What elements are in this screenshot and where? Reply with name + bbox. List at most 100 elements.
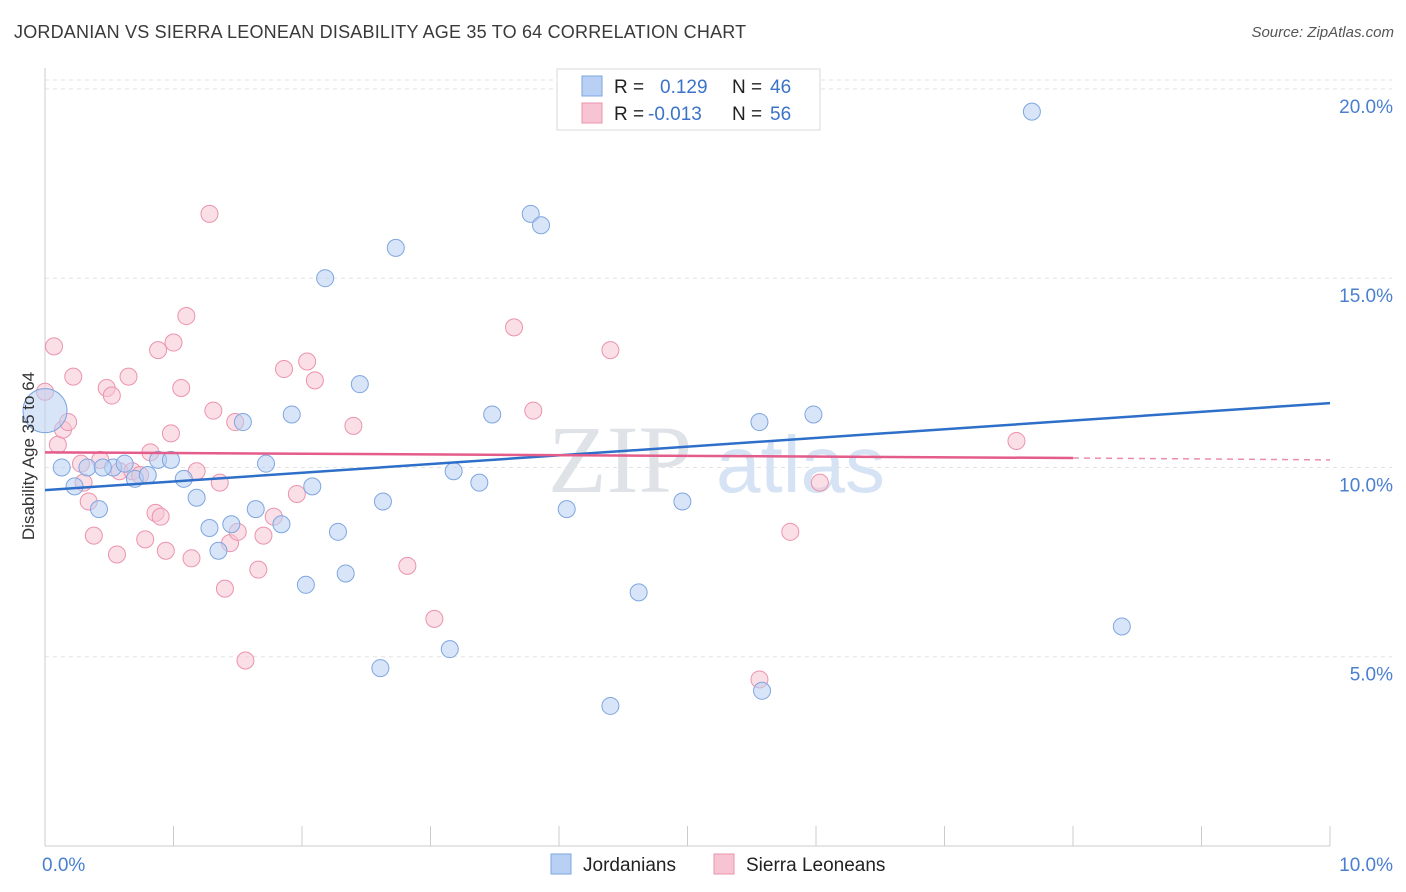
legend-n-label-blue: N = (732, 77, 762, 98)
jordanians-point-1 (52, 458, 71, 477)
bottom-legend-pink-swatch (713, 853, 735, 875)
x-tick-label-0: 0.0% (42, 855, 85, 876)
jordanians-point-36 (557, 500, 576, 519)
legend-n-label-pink: N = (732, 104, 762, 125)
jordanians-point-43 (1022, 102, 1041, 121)
sierra-leoneans-point-38 (249, 560, 268, 579)
sierra-leoneans-point-15 (119, 367, 138, 386)
watermark-atlas: atlas (716, 420, 885, 509)
jordanians-point-13 (200, 519, 219, 538)
sierra-leoneans-point-12 (102, 386, 121, 405)
jordanians-point-41 (753, 681, 772, 700)
bottom-legend-blue-swatch (550, 853, 572, 875)
sierra-leoneans-point-32 (210, 473, 229, 492)
legend-blue-swatch (581, 75, 603, 97)
jordanians-point-22 (303, 477, 322, 496)
jordanians-point-39 (673, 492, 692, 511)
jordanians-point-34 (521, 204, 540, 223)
sierra-leoneans-trend-line (44, 451, 1074, 460)
y-tick-label-2: 15.0% (1339, 286, 1393, 307)
jordanians-point-12 (187, 488, 206, 507)
sierra-leoneans-point-31 (204, 401, 223, 420)
sierra-leoneans-point-2 (48, 435, 67, 454)
sierra-leoneans-trend-line-dashed (1072, 457, 1331, 461)
sierra-leoneans-point-21 (149, 341, 168, 360)
sierra-leoneans-point-25 (164, 333, 183, 352)
sierra-leoneans-point-1 (44, 337, 63, 356)
jordanians-point-19 (272, 515, 291, 534)
sierra-leoneans-point-39 (254, 526, 273, 545)
sierra-leoneans-point-54 (810, 473, 829, 492)
sierra-leoneans-point-43 (298, 352, 317, 371)
sierra-leoneans-point-30 (200, 204, 219, 223)
jordanians-point-42 (804, 405, 823, 424)
jordanians-point-31 (444, 462, 463, 481)
axes (44, 68, 1331, 847)
legend-box: R = 0.129 N = 46 R = -0.013 N = 56 (556, 68, 821, 131)
sierra-leoneans-point-37 (236, 651, 255, 670)
sierra-leoneans-point-49 (524, 401, 543, 420)
y-tick-label-1: 10.0% (1339, 475, 1393, 496)
sierra-leoneans-point-13 (107, 545, 126, 564)
jordanians-point-16 (233, 413, 252, 432)
sierra-leoneans-point-44 (305, 371, 324, 390)
tick-labels: 5.0% 10.0% 15.0% 20.0% 0.0% 10.0% (42, 97, 1393, 876)
jordanians-point-45 (93, 458, 112, 477)
watermark: ZIP atlas (548, 406, 885, 513)
jordanians-point-27 (371, 659, 390, 678)
bottom-legend-sierra-leoneans: Sierra Leoneans (746, 855, 885, 876)
jordanians-point-40 (750, 413, 769, 432)
series-jordanians-points (22, 102, 1131, 715)
sierra-leoneans-point-47 (425, 609, 444, 628)
y-tick-label-0: 5.0% (1350, 665, 1393, 686)
sierra-leoneans-point-5 (64, 367, 83, 386)
jordanians-point-26 (350, 375, 369, 394)
jordanians-point-37 (601, 696, 620, 715)
legend-n-value-blue: 46 (770, 77, 791, 98)
jordanians-point-44 (1112, 617, 1131, 636)
jordanians-point-33 (483, 405, 502, 424)
jordanians-point-28 (373, 492, 392, 511)
jordanians-point-23 (316, 269, 335, 288)
sierra-leoneans-point-22 (151, 507, 170, 526)
legend-pink-swatch (581, 102, 603, 124)
x-tick-label-1: 10.0% (1339, 855, 1393, 876)
jordanians-point-29 (386, 238, 405, 257)
jordanians-point-38 (629, 583, 648, 602)
jordanians-point-3 (78, 458, 97, 477)
jordanians-point-15 (222, 515, 241, 534)
trend-lines (44, 401, 1331, 492)
legend-r-label-blue: R = (614, 77, 644, 98)
sierra-leoneans-point-41 (275, 360, 294, 379)
sierra-leoneans-point-45 (344, 416, 363, 435)
jordanians-point-21 (296, 575, 315, 594)
jordanians-point-24 (328, 522, 347, 541)
series-sierra-leoneans-points (36, 79, 1026, 689)
legend-n-value-pink: 56 (770, 104, 791, 125)
jordanians-point-0 (22, 388, 68, 434)
sierra-leoneans-point-42 (287, 484, 306, 503)
sierra-leoneans-point-28 (182, 549, 201, 568)
jordanians-point-2 (65, 477, 84, 496)
jordanians-point-32 (470, 473, 489, 492)
grid-lines (45, 79, 1392, 658)
jordanians-point-18 (257, 454, 276, 473)
jordanians-point-30 (440, 640, 459, 659)
jordanians-point-20 (282, 405, 301, 424)
jordanians-point-14 (209, 541, 228, 560)
sierra-leoneans-point-18 (136, 530, 155, 549)
sierra-leoneans-point-53 (781, 522, 800, 541)
jordanians-point-35 (532, 216, 551, 235)
sierra-leoneans-point-55 (1007, 431, 1026, 450)
sierra-leoneans-point-46 (398, 556, 417, 575)
sierra-leoneans-point-50 (601, 341, 620, 360)
jordanians-point-8 (138, 466, 157, 485)
y-axis-label: Disability Age 35 to 64 (19, 372, 38, 540)
sierra-leoneans-point-33 (215, 579, 234, 598)
sierra-leoneans-point-23 (156, 541, 175, 560)
sierra-leoneans-point-9 (84, 526, 103, 545)
sierra-leoneans-point-48 (505, 318, 524, 337)
jordanians-point-10 (161, 450, 180, 469)
y-tick-label-3: 20.0% (1339, 97, 1393, 118)
